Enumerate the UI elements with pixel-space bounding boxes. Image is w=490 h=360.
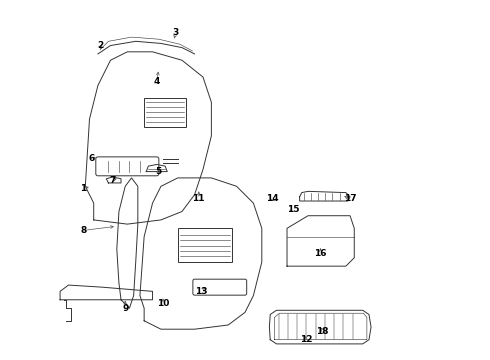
- Text: 13: 13: [195, 287, 207, 296]
- Text: 1: 1: [80, 184, 86, 193]
- Text: 3: 3: [172, 28, 179, 37]
- Text: 10: 10: [157, 300, 169, 309]
- Text: 4: 4: [153, 77, 160, 86]
- Text: 12: 12: [300, 335, 312, 344]
- Text: 14: 14: [266, 194, 279, 203]
- Text: 17: 17: [344, 194, 356, 203]
- Text: 11: 11: [193, 194, 205, 203]
- Text: 15: 15: [287, 205, 299, 214]
- Text: 8: 8: [80, 226, 86, 235]
- Bar: [178, 228, 232, 262]
- Text: 6: 6: [89, 154, 95, 163]
- Text: 7: 7: [109, 176, 116, 185]
- Text: 16: 16: [315, 249, 327, 258]
- Text: 5: 5: [156, 167, 162, 176]
- Text: 18: 18: [317, 327, 329, 336]
- Text: 9: 9: [122, 304, 128, 313]
- Bar: [144, 98, 186, 127]
- Text: 2: 2: [97, 41, 103, 50]
